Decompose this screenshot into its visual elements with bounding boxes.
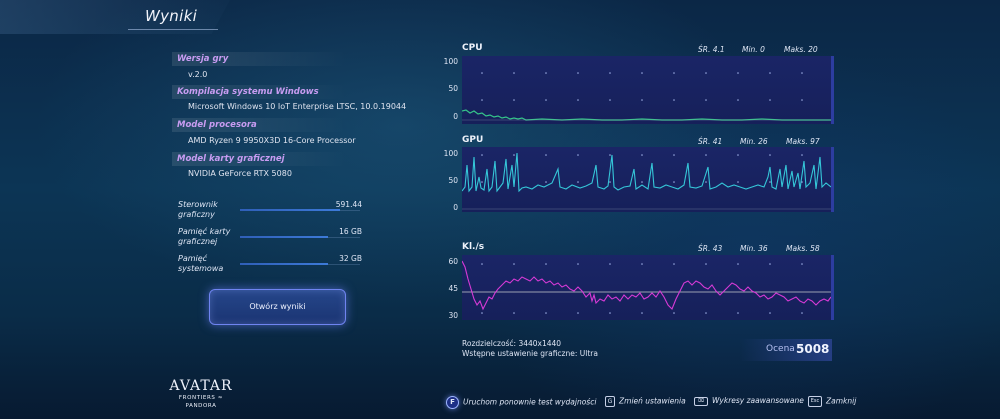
stat-bar-ram	[240, 263, 328, 265]
key-esc-icon: Esc	[808, 396, 822, 407]
key-f-icon: F	[446, 396, 459, 409]
chart-avg-cpu: ŚR. 4.1	[698, 45, 725, 54]
stat-value-vram: 16 GB	[339, 227, 362, 236]
chart-title-gpu: GPU	[462, 135, 484, 145]
chart-min-cpu: Min. 0	[742, 45, 765, 54]
chart-cpu	[461, 56, 834, 124]
info-label-game-version: Wersja gry	[172, 52, 347, 66]
score-label: Ocena	[766, 344, 795, 354]
stat-label-driver: Sterownik graficzny	[178, 200, 218, 219]
info-label-windows-build: Kompilacja systemu Windows	[172, 85, 347, 99]
stat-bar-vram	[240, 236, 328, 238]
key-g-icon: G	[605, 396, 615, 407]
stat-value-driver: 591.44	[335, 200, 362, 209]
chart-title-fps: Kl./s	[462, 242, 485, 252]
change-settings-button[interactable]: G Zmień ustawienia	[605, 396, 686, 407]
close-button[interactable]: Esc Zamknij	[808, 396, 856, 407]
info-label-gpu-model: Model karty graficznej	[172, 152, 347, 166]
chart-title-cpu: CPU	[462, 43, 483, 53]
axis-tick: 100	[443, 149, 458, 158]
chart-gpu	[461, 147, 834, 212]
axis-tick: 45	[448, 284, 458, 293]
axis-tick: 30	[448, 311, 458, 320]
info-value-gpu-model: NVIDIA GeForce RTX 5080	[188, 169, 292, 178]
key-advanced-icon: ⌧	[694, 396, 708, 406]
axis-tick: 50	[448, 84, 458, 93]
chart-fps-plot	[461, 260, 832, 314]
preset-text: Wstępne ustawienie graficzne: Ultra	[462, 349, 598, 358]
chart-avg-gpu: ŚR. 41	[698, 137, 723, 146]
score-value: 5008	[796, 342, 830, 356]
score-panel	[740, 339, 832, 361]
series-line-gpu	[461, 152, 832, 193]
stat-value-ram: 32 GB	[339, 254, 362, 263]
stat-label-ram: Pamięć systemowa	[178, 254, 224, 273]
axis-tick: 60	[448, 257, 458, 266]
series-line-fps	[461, 260, 832, 311]
axis-tick: 0	[453, 112, 458, 121]
chart-max-cpu: Maks. 20	[784, 45, 818, 54]
series-line-cpu	[461, 109, 831, 121]
info-value-windows-build: Microsoft Windows 10 IoT Enterprise LTSC…	[188, 102, 407, 111]
chart-avg-fps: ŚR. 43	[698, 244, 723, 253]
page-title: Wyniki	[145, 7, 198, 25]
chart-cpu-plot	[461, 72, 831, 121]
axis-tick: 50	[448, 176, 458, 185]
info-label-cpu-model: Model procesora	[172, 118, 347, 132]
chart-max-fps: Maks. 58	[786, 244, 820, 253]
stat-label-vram: Pamięć karty graficznej	[178, 227, 231, 246]
axis-tick: 0	[453, 203, 458, 212]
chart-gpu-plot	[461, 152, 832, 210]
game-logo: AVATAR FRONTIERS ≈ PANDORA	[169, 378, 233, 409]
chart-fps	[461, 255, 834, 320]
resolution-text: Rozdzielczość: 3440x1440	[462, 339, 562, 348]
info-value-cpu-model: AMD Ryzen 9 9950X3D 16-Core Processor	[188, 136, 356, 145]
advanced-charts-button[interactable]: ⌧ Wykresy zaawansowane	[694, 396, 804, 406]
info-value-game-version: v.2.0	[188, 70, 208, 79]
stat-bar-driver	[240, 209, 340, 211]
open-results-button[interactable]: Otwórz wyniki	[209, 289, 346, 325]
title-bar: Wyniki	[0, 0, 230, 34]
restart-benchmark-button[interactable]: F Uruchom ponownie test wydajności	[446, 396, 596, 409]
chart-max-gpu: Maks. 97	[786, 137, 820, 146]
axis-tick: 100	[443, 57, 458, 66]
chart-min-gpu: Min. 26	[740, 137, 768, 146]
chart-min-fps: Min. 36	[740, 244, 768, 253]
